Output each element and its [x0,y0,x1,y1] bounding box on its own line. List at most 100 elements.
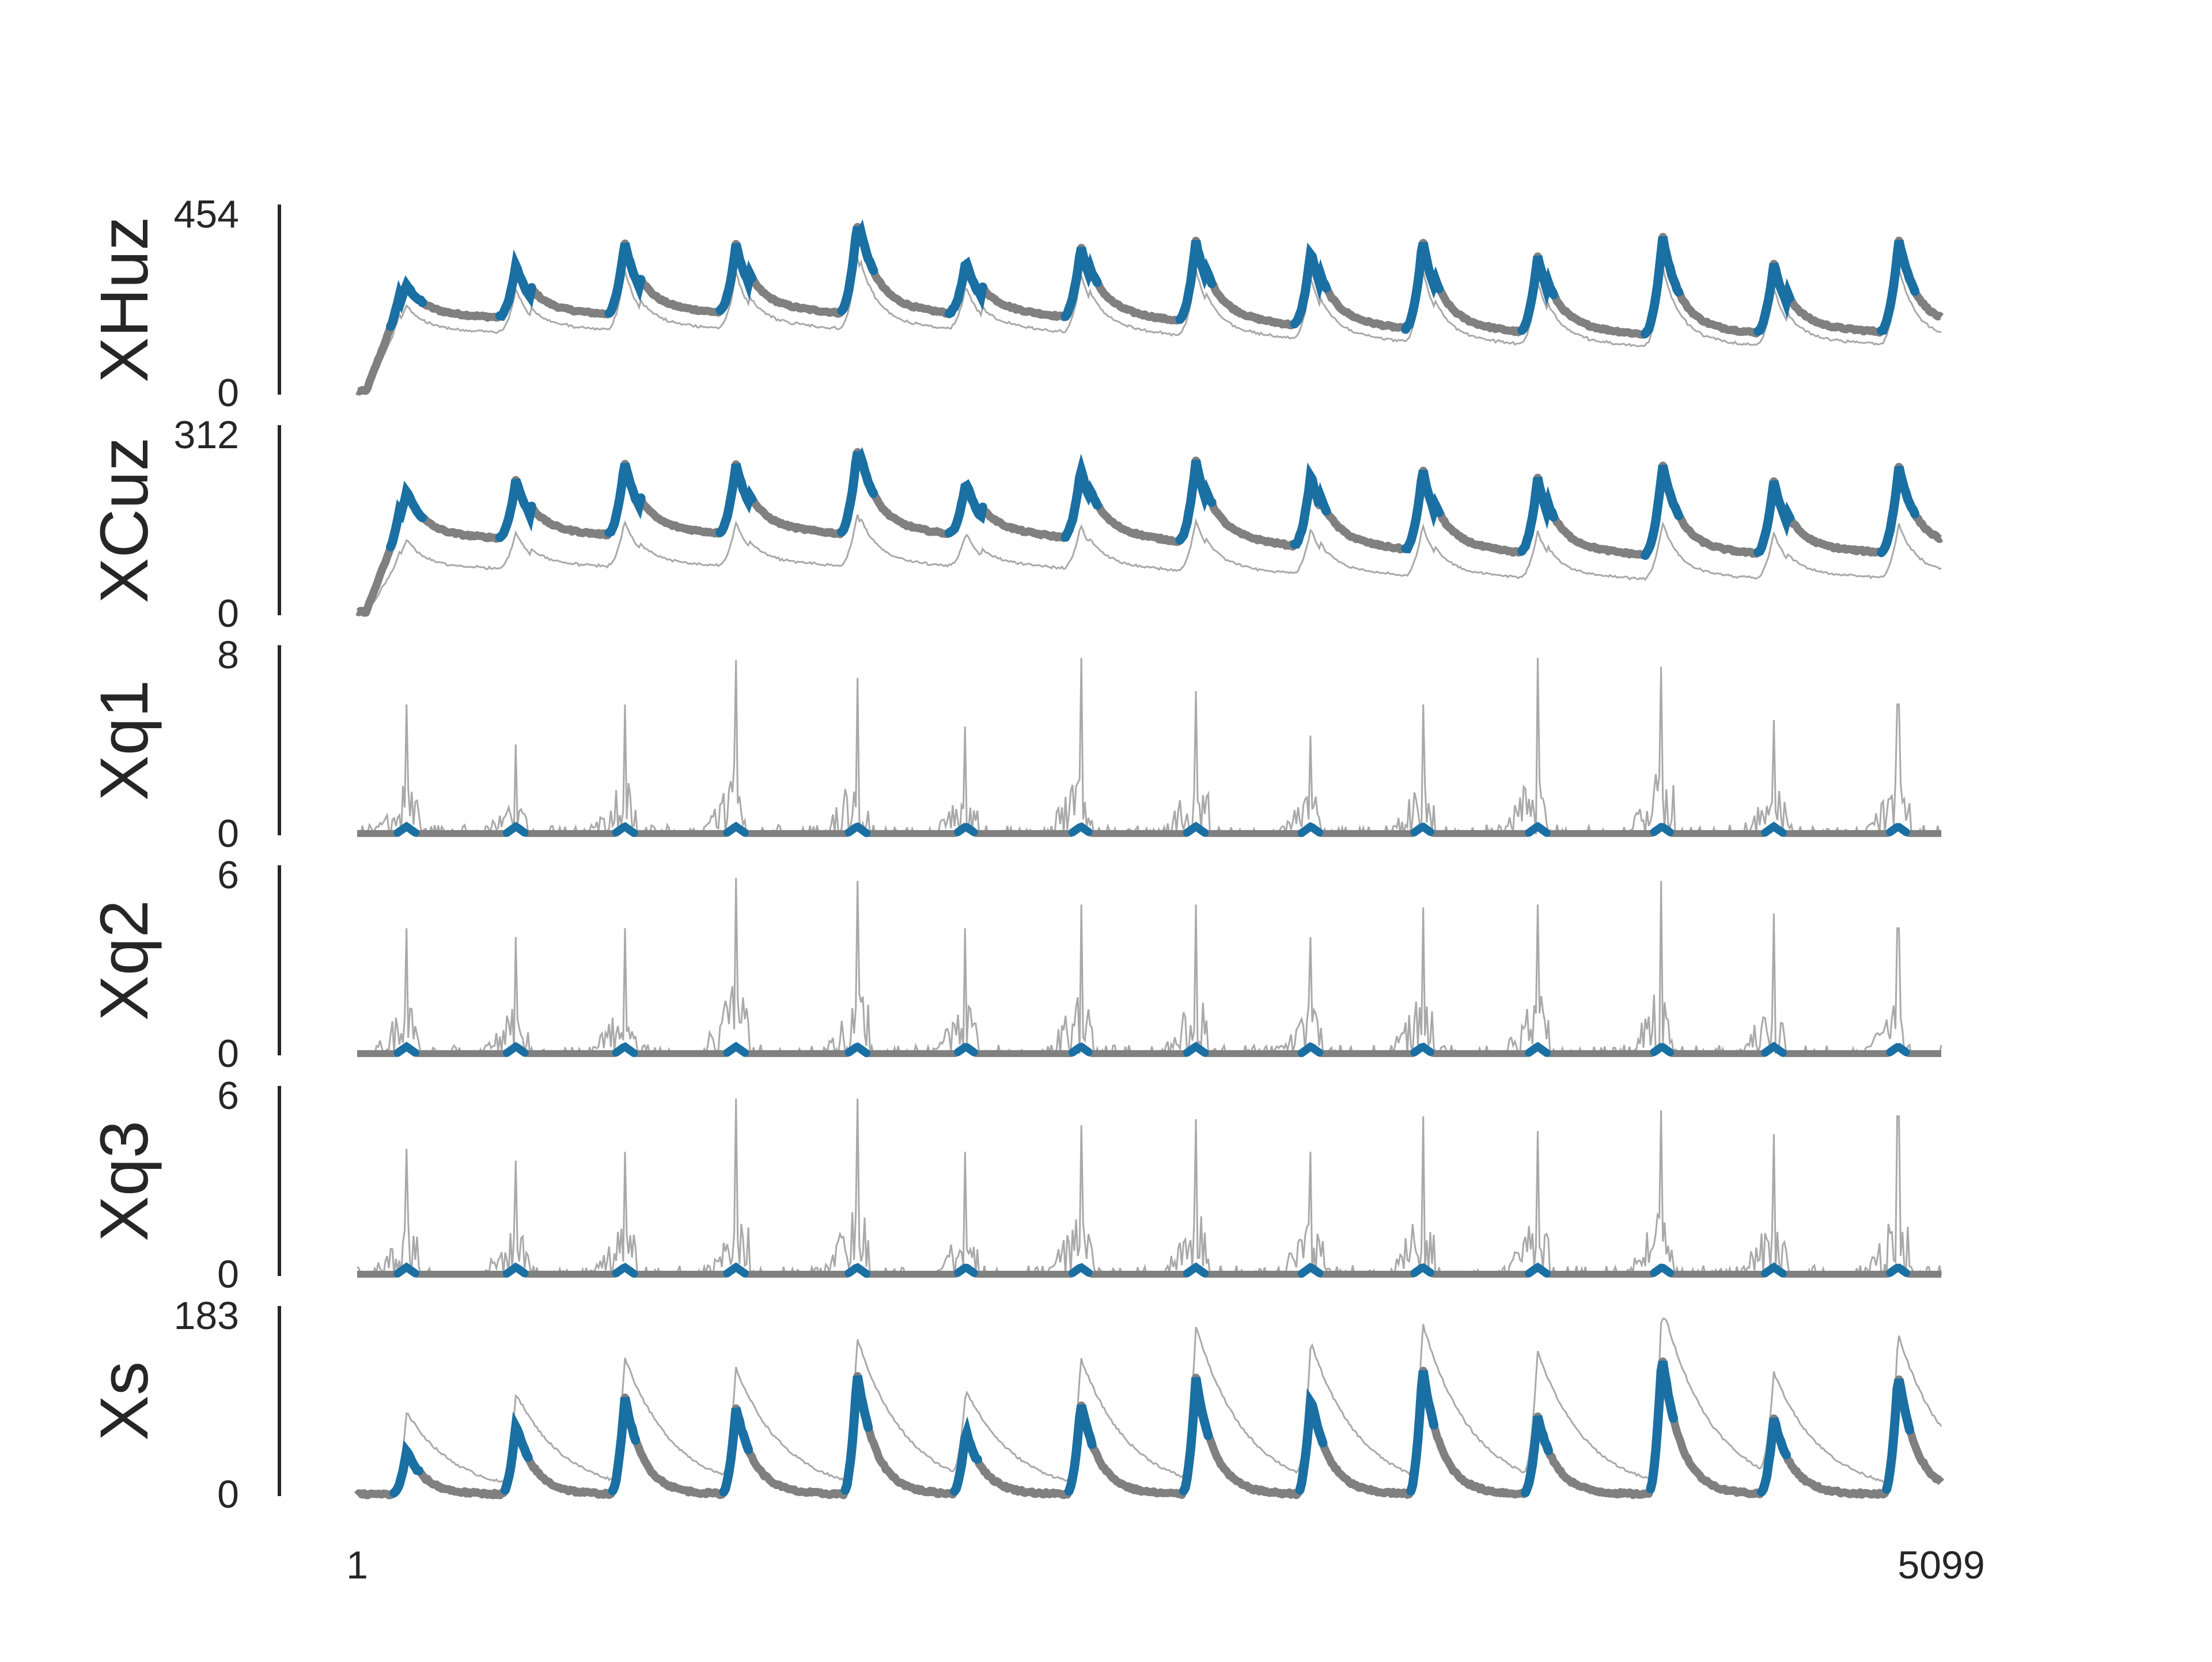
highlight-segment [954,1263,978,1277]
panel-xcuz: XCuz 312 0 [86,413,1944,635]
highlight-segment [393,821,419,837]
y-tick-bottom: 0 [217,1472,239,1516]
highlight-segment [495,249,536,321]
highlight-segment [1761,1042,1787,1057]
highlight-segment [386,275,427,331]
y-tick-bottom: 0 [217,592,239,635]
highlight-segment [840,1375,873,1495]
panel-label: XHuz [86,217,162,383]
highlight-segment [1406,1370,1438,1496]
x-axis: 1 5099 [346,1543,1985,1587]
x-tick-start: 1 [346,1543,368,1587]
highlight-segment [1646,1360,1678,1494]
panel-label: Xq2 [86,900,162,1021]
highlight-segment [1290,462,1331,549]
highlight-segment [1886,1263,1910,1277]
highlight-segment [495,478,536,542]
highlight-segment [1401,470,1444,554]
y-tick-top: 312 [174,413,239,457]
highlight-segment [1641,236,1684,339]
thin-series-line [357,877,1942,1058]
y-tick-bottom: 0 [217,812,239,855]
y-tick-bottom: 0 [217,1032,239,1076]
highlight-segment [1525,821,1551,837]
highlight-segment [1290,243,1331,328]
highlight-segment [1401,241,1444,334]
highlight-segment [393,1262,419,1278]
panel-xq2: Xq2 6 0 [86,853,1942,1076]
panel-xq3: Xq3 6 0 [86,1074,1942,1296]
highlight-segment [1761,1262,1787,1278]
highlight-segment [844,1263,870,1278]
thin-series-line [357,514,1942,616]
highlight-segment [1650,1263,1674,1277]
highlight-segment [1761,821,1787,837]
thick-series-line [355,222,1944,396]
highlight-segment [944,479,987,537]
highlight-segment [1517,255,1558,335]
highlight-segment [1060,247,1102,321]
highlight-segment [719,1407,753,1497]
highlight-segment [612,1042,638,1057]
thin-series-line [357,1098,1942,1279]
thin-series-line [357,657,1942,838]
highlight-segment [1175,240,1217,324]
highlight-segment [503,1262,529,1278]
highlight-segment [1410,1042,1434,1057]
highlight-segment [944,256,987,319]
highlight-segment [1183,1262,1209,1278]
highlight-segment [723,821,749,837]
highlight-segment [503,821,529,837]
highlight-segment [1525,1042,1551,1057]
y-tick-top: 6 [217,853,239,897]
highlight-segment [715,243,757,315]
panel-label: XCuz [86,437,162,604]
y-tick-top: 8 [217,633,239,677]
highlight-segment [723,1262,749,1278]
highlight-segment [844,1042,870,1058]
x-tick-end: 5099 [1897,1543,1984,1587]
thin-series-line [357,1318,1942,1497]
highlight-segment [1517,476,1558,556]
highlight-segment [837,219,878,316]
thin-series-line [357,258,1942,395]
highlight-segment [954,823,978,836]
highlight-segment [1877,465,1920,558]
highlight-segment [1886,823,1910,836]
highlight-segment [1886,1043,1910,1057]
highlight-segment [608,1396,641,1496]
highlight-segment [1877,240,1920,335]
panel-xhuz: XHuz 454 0 [86,192,1944,415]
thick-series-line [354,1357,1945,1500]
highlight-segment [1650,823,1674,836]
highlight-segment [1068,1263,1093,1277]
highlight-segment [1753,480,1794,557]
highlight-segment [1068,822,1093,836]
highlight-segment [1297,1042,1324,1057]
panel-xs: Xs 183 0 [86,1294,1945,1516]
highlight-segment [1757,1417,1791,1497]
highlight-segment [1410,1263,1434,1277]
highlight-segment [503,1042,529,1057]
highlight-segment [1753,262,1794,336]
highlight-segment [1641,464,1684,560]
highlight-segment [612,1262,638,1278]
panel-label: Xs [86,1361,162,1441]
panel-xq1: Xq1 8 0 [86,633,1942,855]
thick-series-line [355,448,1944,617]
highlight-segment [1175,459,1217,545]
highlight-segment [844,822,870,838]
highlight-segment [1060,453,1102,542]
highlight-segment [1525,1262,1551,1278]
panel-label: Xq1 [86,680,162,801]
y-tick-bottom: 0 [217,1252,239,1296]
y-tick-top: 6 [217,1074,239,1118]
highlight-segment [501,1411,533,1495]
highlight-segment [1064,1404,1097,1496]
highlight-segment [1297,1263,1324,1278]
highlight-segment [1410,822,1434,836]
highlight-segment [1882,1378,1914,1494]
highlight-segment [1183,1042,1209,1057]
